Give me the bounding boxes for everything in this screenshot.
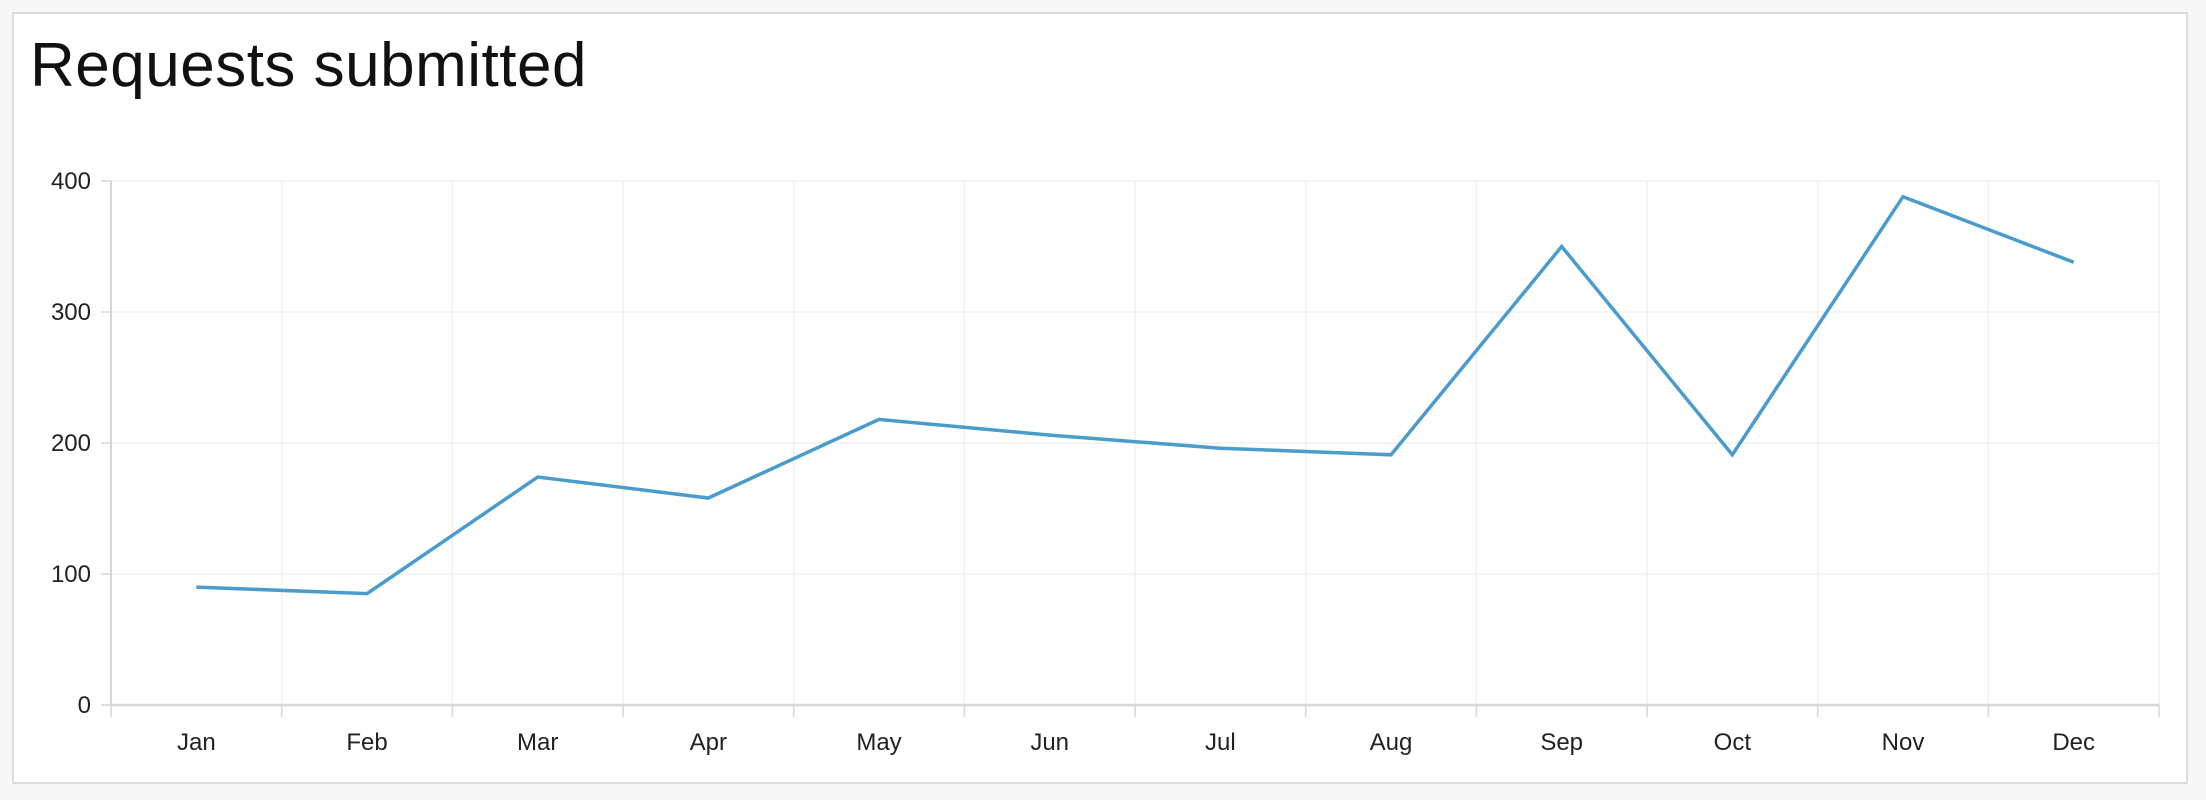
x-tick-label: Nov: [1882, 729, 1925, 756]
x-tick-label: Jul: [1205, 729, 1236, 756]
x-tick-label: Feb: [346, 729, 387, 756]
y-tick-label: 400: [51, 168, 91, 195]
x-tick-label: Dec: [2052, 729, 2095, 756]
x-tick-label: Mar: [517, 729, 558, 756]
x-tick-label: May: [856, 729, 901, 756]
y-tick-label: 100: [51, 561, 91, 588]
y-tick-label: 0: [78, 692, 91, 719]
x-tick-label: Jan: [177, 729, 216, 756]
x-tick-label: Aug: [1370, 729, 1413, 756]
chart-card: Requests submitted: [12, 12, 2188, 784]
x-tick-label: Apr: [690, 729, 727, 756]
y-tick-label: 200: [51, 430, 91, 457]
x-tick-label: Sep: [1540, 729, 1583, 756]
series-line: [196, 194, 2075, 596]
y-tick-label: 300: [51, 299, 91, 326]
x-tick-label: Oct: [1714, 729, 1752, 756]
chart-title: Requests submitted: [30, 31, 587, 100]
x-tick-label: Jun: [1030, 729, 1069, 756]
